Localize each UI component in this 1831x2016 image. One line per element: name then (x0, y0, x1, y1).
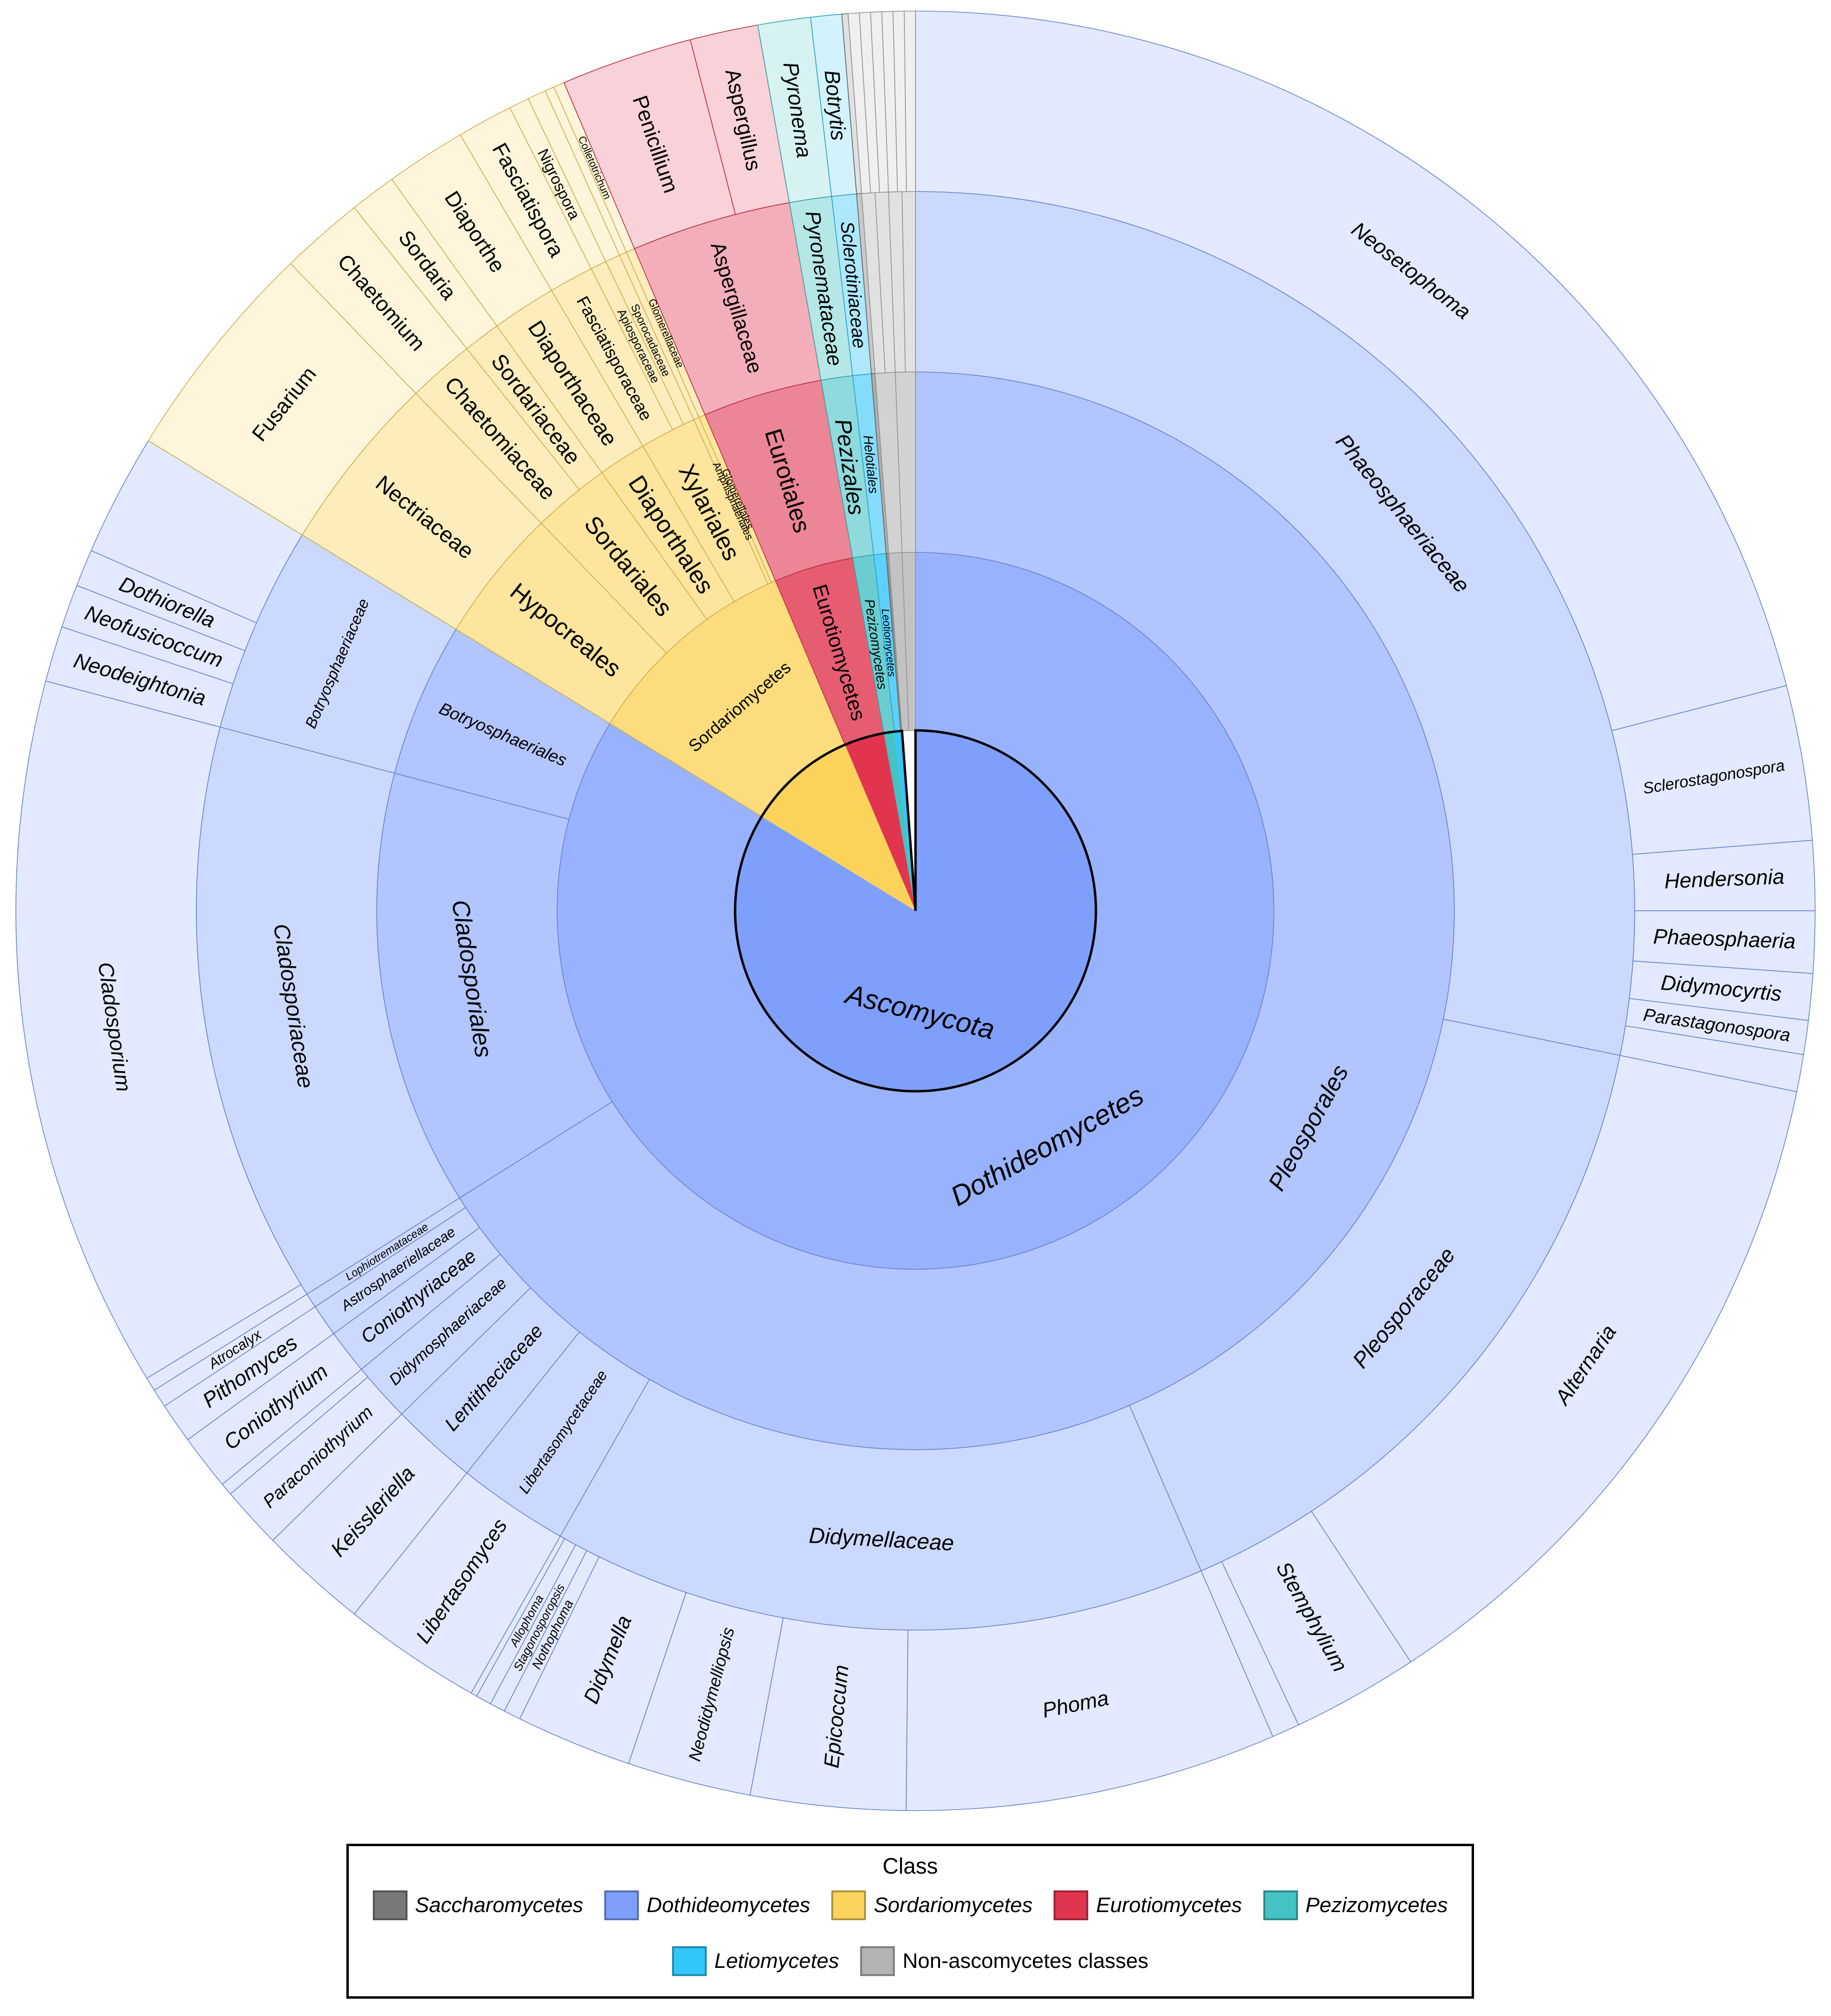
slice-neosetophoma (915, 11, 1787, 731)
legend-item-non-ascomycetes: Non-ascomycetes classes (860, 1946, 1148, 1976)
slice-layer (15, 11, 1816, 1811)
legend-row-2: Letiomycetes Non-ascomycetes classes (349, 1946, 1472, 1976)
label-hendersonia: Hendersonia (1664, 865, 1785, 893)
slice-ascomycota-leotiomycetes (894, 731, 916, 911)
slice-ascomycota-eurotiomycetes (845, 733, 916, 911)
slice-non-ascomycete-4-5 (903, 11, 916, 192)
slice-alternaria (1310, 1055, 1797, 1663)
legend: Class Saccharomycetes Dothideomycetes So… (346, 1844, 1474, 1999)
label-phaeosphaeria: Phaeosphaeria (1653, 925, 1796, 953)
legend-swatch (860, 1946, 895, 1976)
legend-swatch (1263, 1890, 1298, 1920)
legend-item-sordariomycetes: Sordariomycetes (831, 1890, 1032, 1920)
legend-row-1: Saccharomycetes Dothideomycetes Sordario… (349, 1890, 1472, 1920)
legend-item-eurotiomycetes: Eurotiomycetes (1054, 1890, 1242, 1920)
legend-label: Pezizomycetes (1305, 1893, 1448, 1917)
legend-label: Dothideomycetes (647, 1893, 811, 1917)
legend-item-saccharomycetes: Saccharomycetes (372, 1890, 584, 1920)
legend-title: Class (882, 1853, 938, 1878)
legend-item-letiomycetes: Letiomycetes (672, 1946, 839, 1976)
legend-swatch (604, 1890, 639, 1920)
legend-swatch (672, 1946, 707, 1976)
legend-label: Non-ascomycetes classes (903, 1949, 1149, 1973)
legend-item-pezizomycetes: Pezizomycetes (1263, 1890, 1448, 1920)
legend-swatch (831, 1890, 866, 1920)
legend-swatch (372, 1890, 407, 1920)
slice-cladosporium (15, 680, 302, 1379)
slice-ascomycota-sordariomycetes (762, 744, 916, 911)
legend-label: Sordariomycetes (874, 1893, 1033, 1917)
legend-swatch (1054, 1890, 1089, 1920)
legend-label: Eurotiomycetes (1096, 1893, 1242, 1917)
legend-label: Saccharomycetes (415, 1893, 584, 1917)
legend-label: Letiomycetes (714, 1949, 839, 1973)
legend-item-dothideomycetes: Dothideomycetes (604, 1890, 810, 1920)
slice-ascomycota-pezizomycetes (884, 731, 916, 911)
ascomycota-outline (734, 729, 1097, 1093)
